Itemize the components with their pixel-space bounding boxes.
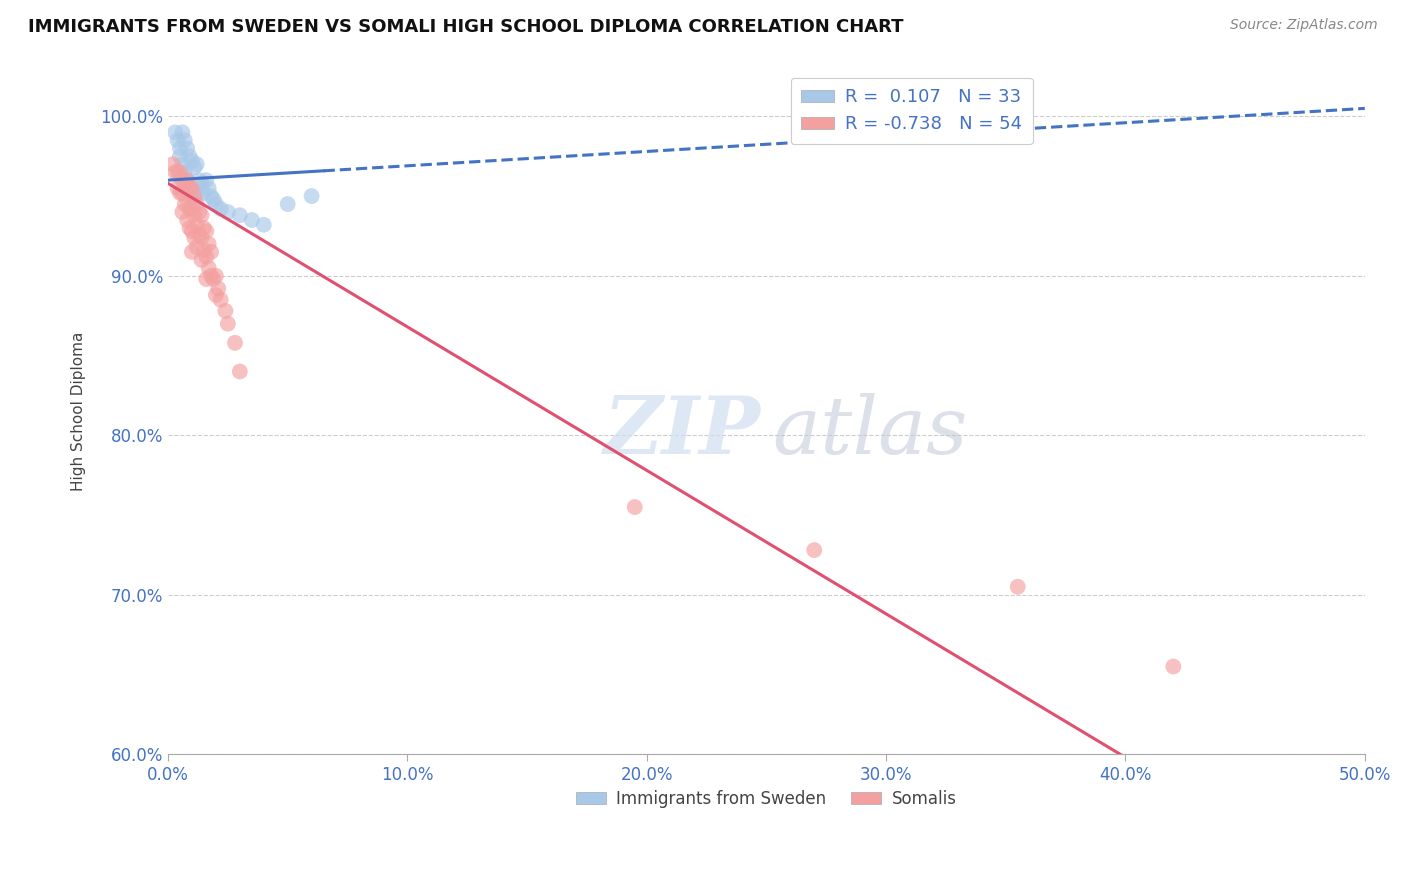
Point — [205, 288, 228, 302]
Point — [209, 293, 232, 307]
Point — [183, 208, 205, 222]
Point — [183, 192, 205, 206]
Point — [176, 173, 198, 187]
Text: IMMIGRANTS FROM SWEDEN VS SOMALI HIGH SCHOOL DIPLOMA CORRELATION CHART: IMMIGRANTS FROM SWEDEN VS SOMALI HIGH SC… — [28, 18, 904, 36]
Point — [172, 157, 194, 171]
Point — [173, 165, 195, 179]
Point — [186, 240, 208, 254]
Point — [803, 543, 825, 558]
Point — [183, 230, 205, 244]
Point — [197, 181, 219, 195]
Point — [193, 244, 215, 258]
Point — [179, 221, 201, 235]
Point — [195, 250, 218, 264]
Point — [200, 189, 222, 203]
Point — [186, 218, 208, 232]
Point — [190, 230, 212, 244]
Point — [166, 181, 188, 195]
Point — [179, 202, 201, 216]
Point — [200, 244, 222, 259]
Point — [214, 304, 236, 318]
Point — [186, 186, 208, 200]
Point — [166, 165, 188, 179]
Point — [229, 208, 252, 222]
Point — [190, 208, 212, 222]
Point — [205, 197, 228, 211]
Point — [181, 181, 204, 195]
Point — [197, 236, 219, 251]
Point — [172, 125, 194, 139]
Point — [193, 186, 215, 200]
Point — [166, 133, 188, 147]
Point — [176, 192, 198, 206]
Point — [229, 364, 252, 378]
Point — [202, 192, 225, 206]
Point — [193, 221, 215, 235]
Point — [176, 213, 198, 227]
Point — [162, 157, 184, 171]
Point — [169, 165, 191, 179]
Point — [301, 189, 323, 203]
Point — [169, 141, 191, 155]
Point — [181, 154, 204, 169]
Point — [183, 189, 205, 203]
Text: ZIP: ZIP — [603, 393, 761, 471]
Point — [169, 149, 191, 163]
Point — [207, 282, 229, 296]
Point — [173, 197, 195, 211]
Point — [172, 205, 194, 219]
Point — [195, 224, 218, 238]
Point — [179, 181, 201, 195]
Point — [1007, 580, 1029, 594]
Point — [217, 205, 239, 219]
Y-axis label: High School Diploma: High School Diploma — [72, 332, 86, 491]
Point — [176, 141, 198, 155]
Point — [217, 317, 239, 331]
Point — [202, 272, 225, 286]
Point — [183, 161, 205, 175]
Point — [181, 189, 204, 203]
Point — [188, 227, 211, 242]
Point — [209, 202, 232, 216]
Point — [253, 218, 276, 232]
Point — [179, 181, 201, 195]
Point — [169, 186, 191, 200]
Point — [197, 260, 219, 275]
Point — [181, 202, 204, 216]
Point — [195, 272, 218, 286]
Point — [176, 173, 198, 187]
Point — [173, 177, 195, 191]
Point — [200, 268, 222, 283]
Point — [165, 125, 187, 139]
Point — [181, 224, 204, 238]
Point — [190, 252, 212, 267]
Point — [186, 157, 208, 171]
Point — [224, 335, 246, 350]
Point — [1163, 659, 1185, 673]
Point — [205, 268, 228, 283]
Point — [277, 197, 299, 211]
Point — [179, 149, 201, 163]
Point — [240, 213, 263, 227]
Text: atlas: atlas — [772, 393, 967, 471]
Point — [190, 177, 212, 191]
Point — [186, 197, 208, 211]
Point — [165, 165, 187, 179]
Point — [188, 173, 211, 187]
Point — [181, 244, 204, 259]
Point — [173, 133, 195, 147]
Point — [188, 205, 211, 219]
Point — [623, 500, 645, 514]
Point — [172, 173, 194, 187]
Legend: Immigrants from Sweden, Somalis: Immigrants from Sweden, Somalis — [569, 783, 963, 814]
Point — [172, 186, 194, 200]
Text: Source: ZipAtlas.com: Source: ZipAtlas.com — [1230, 18, 1378, 32]
Point — [195, 173, 218, 187]
